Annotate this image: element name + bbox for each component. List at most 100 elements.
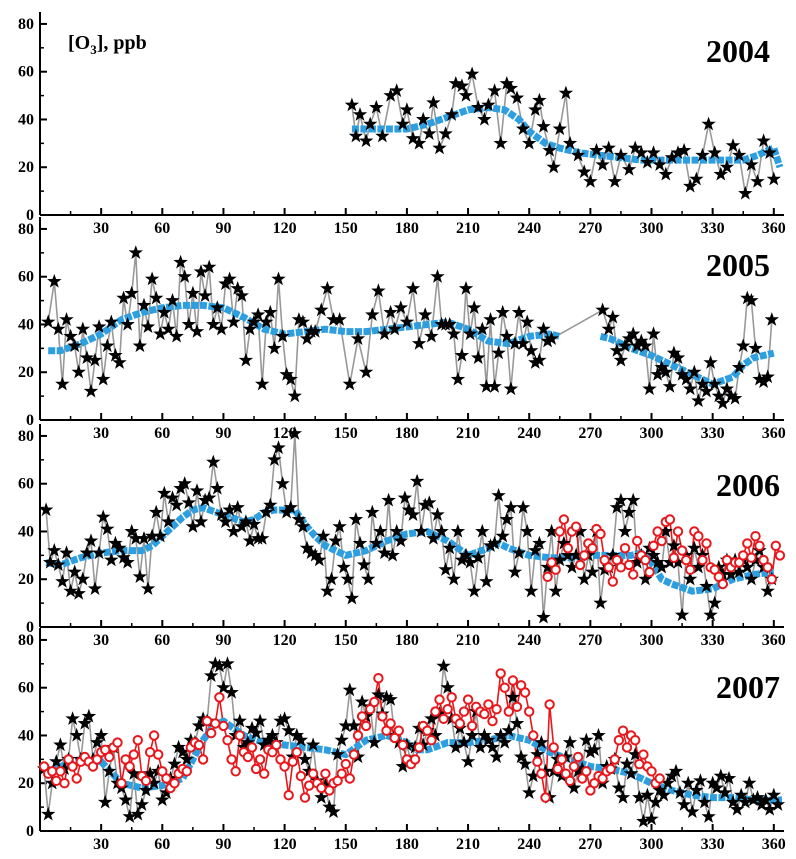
second-series-point: [214, 692, 225, 703]
x-tick-label: 210: [456, 632, 480, 649]
x-tick-label: 360: [762, 836, 786, 853]
y-tick-label: 40: [18, 111, 34, 128]
second-series-point: [676, 545, 688, 556]
second-series-point: [250, 763, 262, 775]
second-series-point: [47, 766, 58, 777]
x-tick-label: 180: [395, 425, 419, 442]
observed-point: [458, 88, 474, 102]
x-tick-label: 90: [215, 220, 231, 237]
second-series-point: [697, 554, 708, 566]
observed-point: [760, 583, 775, 598]
observed-point: [399, 102, 415, 117]
smooth-series-line: [45, 504, 775, 595]
observed-point: [71, 364, 86, 379]
second-series-point: [672, 526, 684, 537]
second-series-point: [503, 706, 514, 717]
x-tick-label: 120: [273, 425, 297, 442]
observed-point: [507, 564, 523, 579]
x-tick-label: 120: [273, 836, 297, 853]
second-series-point: [360, 720, 372, 732]
second-series-point: [693, 531, 704, 542]
second-series-point: [116, 778, 127, 789]
observed-point: [701, 809, 716, 823]
second-series-point: [140, 775, 152, 786]
observed-point: [361, 571, 376, 586]
panel-2005: 0 20 40 60 80 30 60 90 120 150 180 210 240 270 300 330 3…: [18, 217, 786, 442]
second-series-point: [519, 687, 531, 698]
observed-point: [489, 749, 504, 764]
observed-point: [642, 381, 657, 396]
observed-point: [169, 328, 184, 343]
y-tick-label: 40: [18, 523, 34, 540]
second-series-point: [230, 766, 241, 777]
x-tick-label: 150: [334, 836, 358, 853]
observed-point: [226, 314, 241, 329]
x-tick-label: 150: [334, 220, 358, 237]
observed-point: [607, 174, 622, 188]
observed-point: [344, 590, 360, 605]
second-series-point: [742, 538, 753, 549]
observed-point: [713, 768, 728, 783]
x-tick-label: 60: [154, 632, 170, 649]
second-series-point: [479, 708, 490, 720]
second-series-point: [681, 554, 692, 566]
observed-point: [503, 381, 519, 396]
observed-point: [685, 804, 700, 819]
second-series-point: [348, 749, 360, 760]
second-series-point: [558, 514, 570, 525]
second-series-point: [291, 747, 302, 758]
second-series-point: [422, 725, 433, 736]
second-series-point: [544, 699, 555, 710]
second-series-point: [295, 770, 307, 782]
observed-point: [460, 754, 476, 768]
second-series-point: [307, 768, 319, 779]
x-tick-label: 360: [762, 632, 786, 649]
second-series-point: [426, 735, 437, 746]
x-tick-label: 30: [93, 220, 109, 237]
x-tick-label: 240: [517, 836, 541, 853]
second-series-point: [271, 739, 282, 751]
second-series-point: [579, 550, 590, 561]
second-series-point: [234, 730, 246, 741]
second-series-point: [738, 550, 749, 561]
second-series-point: [568, 761, 580, 772]
observed-point: [41, 806, 56, 821]
observed-point: [577, 571, 592, 586]
observed-point: [336, 559, 351, 574]
second-series-point: [652, 526, 663, 537]
y-tick-label: 0: [26, 412, 34, 429]
second-series-point: [51, 775, 62, 786]
observed-point: [438, 126, 453, 140]
panel-year-label: 2006: [716, 467, 780, 503]
second-series-point: [153, 749, 164, 760]
y-tick-label: 60: [18, 476, 34, 493]
x-tick-label: 300: [640, 632, 664, 649]
second-series-point: [193, 739, 205, 751]
y-tick-label: 80: [18, 428, 34, 445]
second-series-point: [279, 761, 290, 772]
panel-2004: 0 20 40 60 80 30 60 90 120 150 180 210 240 270 300 330 3…: [18, 12, 786, 237]
observed-point: [287, 388, 302, 403]
second-series-point: [434, 694, 445, 705]
second-series-point: [430, 706, 441, 717]
smooth-series-line: [351, 104, 784, 169]
x-tick-label: 270: [578, 632, 602, 649]
observed-point: [522, 785, 537, 799]
observed-point: [450, 371, 466, 386]
second-series-point: [664, 514, 676, 525]
second-series-point: [352, 730, 364, 741]
observed-point: [738, 185, 753, 200]
second-series-point: [548, 742, 559, 753]
second-series-point: [161, 773, 172, 784]
y-tick-label: 0: [26, 207, 34, 224]
second-series-point: [540, 792, 551, 803]
x-tick-label: 240: [517, 425, 541, 442]
second-series-point: [210, 718, 221, 729]
second-series-point: [55, 766, 66, 777]
observed-point: [358, 133, 374, 148]
observed-point: [320, 583, 335, 598]
observed-point: [418, 307, 433, 322]
y-tick-label: 80: [18, 16, 34, 33]
second-series-point: [454, 718, 466, 729]
